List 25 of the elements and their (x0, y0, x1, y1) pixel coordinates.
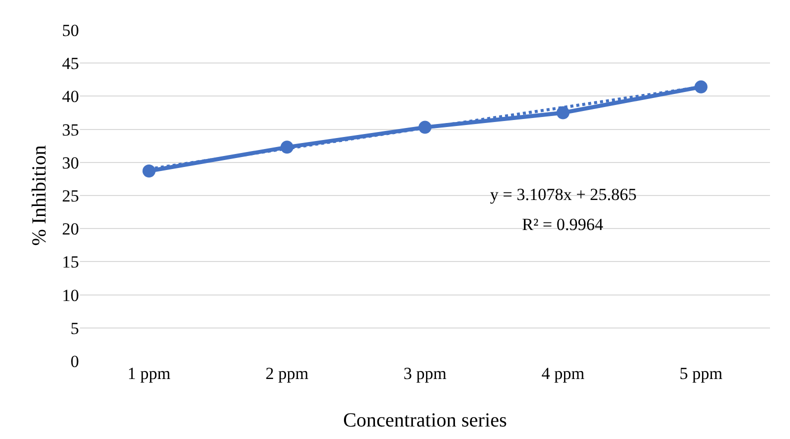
y-tick-label: 15 (62, 252, 79, 272)
y-tick-label: 25 (62, 186, 79, 206)
point (142, 164, 156, 178)
y-tick-label: 50 (62, 20, 79, 40)
y-tick-label: 30 (62, 153, 79, 172)
x-axis-title: Concentration series (343, 410, 508, 432)
y-axis-title: % Inhibition (28, 145, 50, 246)
annotation: y = 3.1078x + 25.865 (490, 185, 637, 204)
x-tick-label: 3 ppm (404, 364, 446, 383)
point (280, 140, 294, 154)
x-tick-label: 5 ppm (680, 364, 722, 383)
point (694, 80, 708, 94)
y-tick-label: 10 (62, 286, 79, 305)
y-tick-label: 0 (70, 352, 79, 371)
x-tick-label: 2 ppm (266, 364, 308, 383)
x-tick-label: 4 ppm (542, 364, 584, 383)
point (418, 120, 432, 134)
annotation: R² = 0.9964 (522, 215, 604, 234)
x-tick-label: 1 ppm (128, 364, 170, 383)
y-tick-label: 35 (62, 120, 79, 140)
y-tick-label: 40 (62, 87, 79, 106)
y-tick-label: 45 (62, 54, 79, 74)
point (556, 106, 570, 120)
y-tick-label: 5 (70, 318, 79, 338)
y-tick-label: 20 (62, 220, 79, 239)
